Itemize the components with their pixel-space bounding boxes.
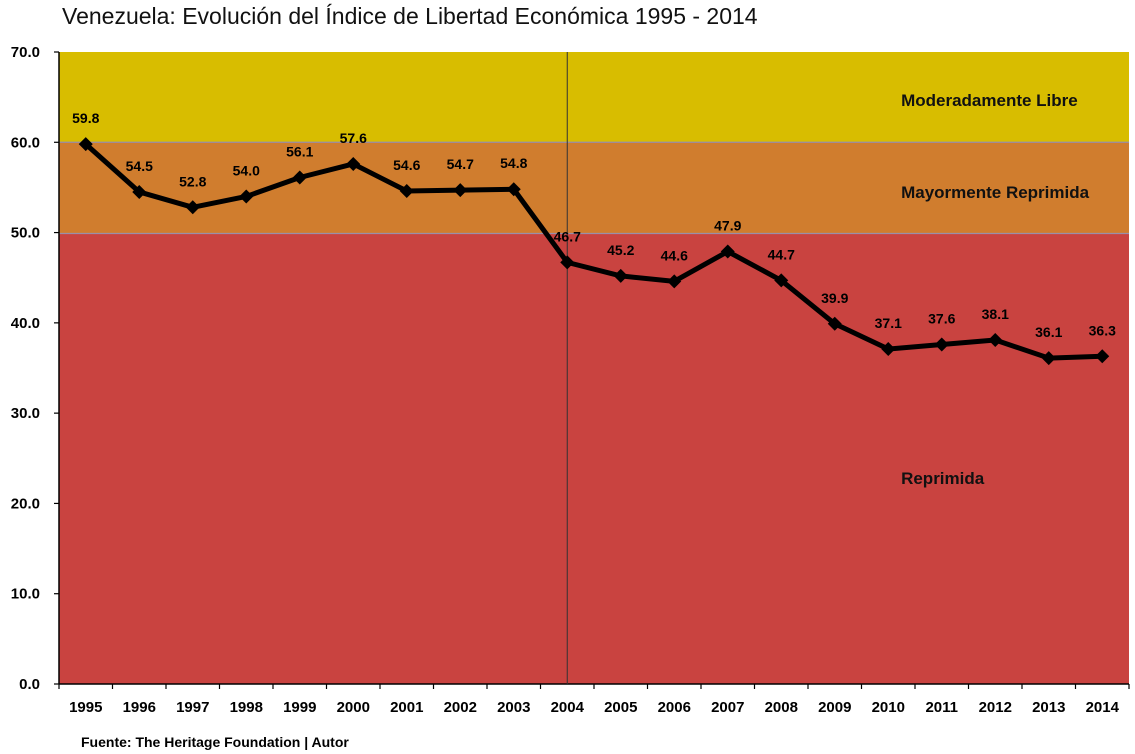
data-label: 54.8 <box>500 155 527 171</box>
data-point <box>934 337 949 352</box>
x-tick-label: 2014 <box>1086 699 1120 716</box>
x-tick-label: 1996 <box>123 699 156 716</box>
data-point <box>988 333 1003 348</box>
y-tick-label: 30.0 <box>11 405 40 422</box>
labels-layer: 59.8 54.5 52.8 54.0 56.1 57.6 54.6 54.7 54.8 46.7… <box>72 110 1116 340</box>
data-label: 44.6 <box>661 247 688 263</box>
data-point <box>1095 349 1110 364</box>
band-label: Reprimida <box>901 469 985 488</box>
x-tick-label: 2008 <box>765 699 798 716</box>
data-label: 54.6 <box>393 157 420 173</box>
data-label: 54.0 <box>233 162 260 178</box>
band-label: Moderadamente Libre <box>901 91 1078 110</box>
data-label: 37.1 <box>875 315 902 331</box>
data-point <box>185 200 200 215</box>
x-tick-label: 2000 <box>337 699 370 716</box>
y-tick-label: 70.0 <box>11 44 40 61</box>
data-label: 54.5 <box>126 158 153 174</box>
x-tick-label: 1997 <box>176 699 209 716</box>
y-tick-label: 20.0 <box>11 495 40 512</box>
x-tick-label: 2011 <box>925 699 958 716</box>
data-point <box>1041 351 1056 366</box>
y-tick-label: 10.0 <box>11 586 40 603</box>
bands-layer: Reprimida Mayormente Reprimida Moderadamen… <box>59 52 1129 684</box>
x-tick-label: 2007 <box>711 699 744 716</box>
data-label: 47.9 <box>714 218 741 234</box>
series-layer <box>78 137 1110 366</box>
x-tick-label: 1999 <box>283 699 316 716</box>
data-label: 59.8 <box>72 110 99 126</box>
x-tick-label: 2012 <box>979 699 1012 716</box>
data-label: 44.7 <box>768 246 795 262</box>
data-point <box>667 274 682 289</box>
y-tick-label: 0.0 <box>19 676 40 693</box>
series-line <box>84 142 1103 361</box>
band-label: Mayormente Reprimida <box>901 183 1090 202</box>
data-point <box>774 273 789 288</box>
data-label: 57.6 <box>340 130 367 146</box>
data-point <box>506 182 521 197</box>
data-point <box>720 244 735 259</box>
x-tick-label: 2005 <box>604 699 637 716</box>
data-point <box>881 342 896 357</box>
data-point <box>346 156 361 171</box>
data-label: 36.1 <box>1035 324 1062 340</box>
y-tick-label: 50.0 <box>11 225 40 242</box>
x-tick-label: 2010 <box>872 699 905 716</box>
x-tick-label: 1998 <box>230 699 263 716</box>
data-point <box>239 189 254 204</box>
data-point <box>292 170 307 185</box>
x-tick-label: 2004 <box>551 699 585 716</box>
band-mayormente-reprimida <box>59 142 1129 234</box>
x-tick-label: 2002 <box>444 699 477 716</box>
data-point <box>560 255 575 270</box>
data-label: 56.1 <box>286 143 313 159</box>
chart-title: Venezuela: Evolución del Índice de Liber… <box>62 3 758 29</box>
band-reprimida <box>59 233 1129 684</box>
data-point <box>827 316 842 331</box>
x-tick-label: 2009 <box>818 699 851 716</box>
data-label: 52.8 <box>179 173 206 189</box>
data-label: 38.1 <box>982 306 1009 322</box>
x-tick-label: 2001 <box>390 699 423 716</box>
x-tick-label: 2013 <box>1032 699 1065 716</box>
x-tick-label: 1995 <box>69 699 102 716</box>
data-point <box>78 137 93 152</box>
data-point <box>132 184 147 199</box>
data-label: 45.2 <box>607 242 634 258</box>
x-tick-label: 2006 <box>658 699 691 716</box>
y-tick-label: 60.0 <box>11 134 40 151</box>
data-label: 37.6 <box>928 311 955 327</box>
data-label: 46.7 <box>554 228 581 244</box>
chart-source: Fuente: The Heritage Foundation | Autor <box>81 734 349 750</box>
x-tick-label: 2003 <box>497 699 530 716</box>
data-point <box>399 184 414 199</box>
data-point <box>613 268 628 283</box>
y-tick-label: 40.0 <box>11 315 40 332</box>
axes-layer: 0.0 10.0 20.0 30.0 40.0 50.0 60.0 70.0 1995 1996 1… <box>11 44 1130 716</box>
data-label: 39.9 <box>821 290 848 306</box>
data-label: 36.3 <box>1089 322 1116 338</box>
band-moderadamente-libre <box>59 52 1129 143</box>
data-label: 54.7 <box>447 156 474 172</box>
data-point <box>453 183 468 198</box>
